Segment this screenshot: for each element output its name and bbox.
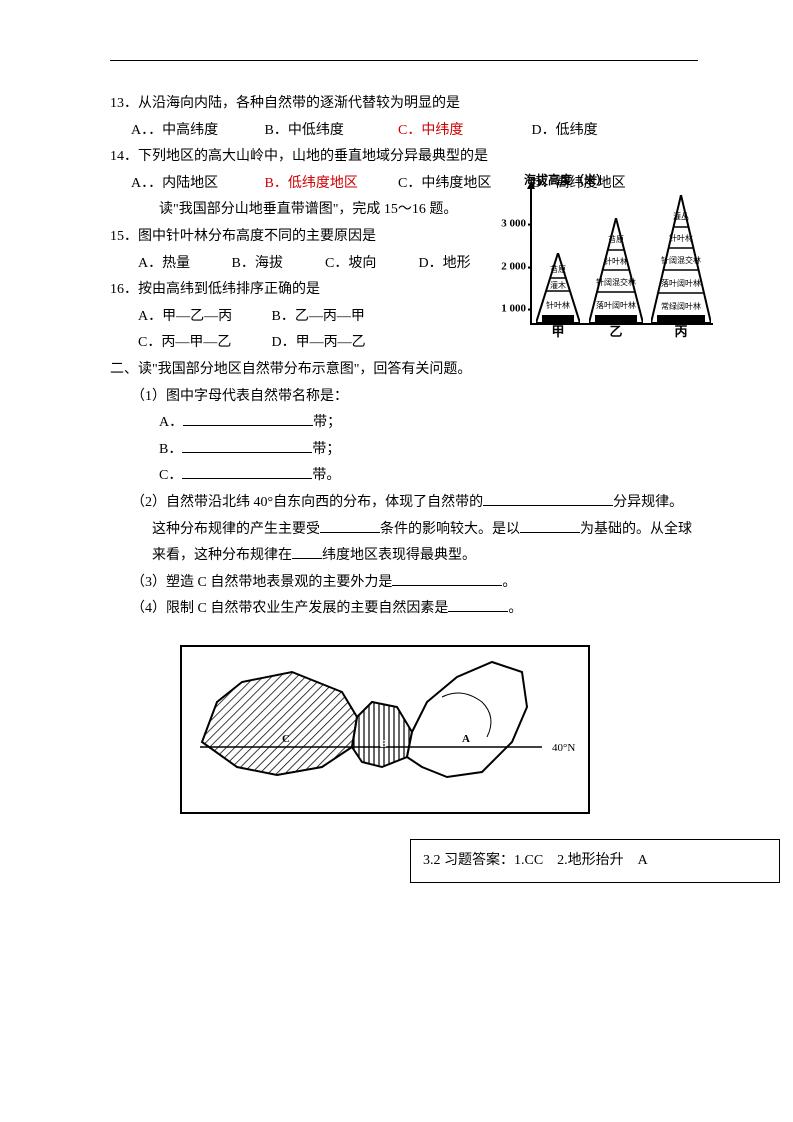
svg-text:灌木: 灌木 (550, 280, 566, 290)
mountain-jia: 苔原 灌木 针叶林 (536, 253, 580, 323)
svg-text:B: B (380, 738, 388, 750)
sec2-title: 二、读"我国部分地区自然带分布示意图"，回答有关问题。 (110, 357, 698, 384)
svg-text:灌丛: 灌丛 (673, 211, 689, 221)
sec2-blank-b: B．带； (110, 437, 698, 464)
svg-text:针叶林: 针叶林 (604, 256, 628, 266)
svg-text:40°N: 40°N (552, 742, 575, 754)
ytick-2000: 2 000 (488, 256, 526, 277)
svg-text:针阔混交林: 针阔混交林 (661, 255, 701, 265)
sec2-p1: （1）图中字母代表自然带名称是： (110, 384, 698, 411)
ytick-1000: 1 000 (488, 299, 526, 320)
sec2-p4: （4）限制 C 自然带农业生产发展的主要自然因素是。 (110, 596, 698, 623)
svg-text:落叶阔叶林: 落叶阔叶林 (596, 300, 636, 310)
svg-text:苔原: 苔原 (550, 264, 566, 274)
svg-text:A: A (462, 733, 470, 745)
china-region-map: 40°N A B C (180, 645, 590, 814)
mountain-bing: 灌丛 针叶林 针阔混交林 落叶阔叶林 常绿阔叶林 (651, 195, 711, 323)
chart-title: 海拔高度（米） (524, 169, 608, 192)
q13-options: A．．中高纬度 B．中低纬度 C．中纬度 D．低纬度 (110, 118, 698, 145)
sec2-p2-line3: 来看，这种分布规律在纬度地区表现得最典型。 (110, 543, 698, 570)
svg-text:针叶林: 针叶林 (546, 300, 570, 310)
sec2-p3: （3）塑造 C 自然带地表景观的主要外力是。 (110, 570, 698, 597)
answer-text: 3.2 习题答案：1.CC 2.地形抬升 A (423, 853, 648, 868)
ytick-3000: 3 000 (488, 214, 526, 235)
svg-text:C: C (282, 733, 290, 745)
label-jia: 甲 (548, 320, 568, 345)
svg-text:针叶林: 针叶林 (669, 233, 693, 243)
q13-stem: 13．从沿海向内陆，各种自然带的逐渐代替较为明显的是 (110, 91, 698, 118)
label-bing: 丙 (671, 320, 691, 345)
label-yi: 乙 (606, 320, 626, 345)
svg-text:落叶阔叶林: 落叶阔叶林 (661, 278, 701, 288)
mountain-yi: 苔原 针叶林 针阔混交林 落叶阔叶林 (589, 218, 643, 323)
svg-text:针阔混交林: 针阔混交林 (596, 277, 636, 287)
sec2-blank-a: A．带； (110, 410, 698, 437)
answer-box: 3.2 习题答案：1.CC 2.地形抬升 A (410, 839, 780, 884)
sec2-p2-line2: 这种分布规律的产生主要受条件的影响较大。是以为基础的。从全球 (110, 517, 698, 544)
sec2-blank-c: C．带。 (110, 463, 698, 490)
sec2-p2-line1: （2）自然带沿北纬 40°自东向西的分布，体现了自然带的分异规律。 (110, 490, 698, 517)
q14-stem: 14．下列地区的高大山岭中，山地的垂直地域分异最典型的是 (110, 144, 698, 171)
altitude-chart: 海拔高度（米） 3 000 2 000 1 000 苔原 灌木 针叶林 (488, 173, 713, 343)
svg-text:苔原: 苔原 (608, 234, 624, 244)
svg-text:常绿阔叶林: 常绿阔叶林 (661, 301, 701, 311)
y-axis (530, 187, 532, 325)
